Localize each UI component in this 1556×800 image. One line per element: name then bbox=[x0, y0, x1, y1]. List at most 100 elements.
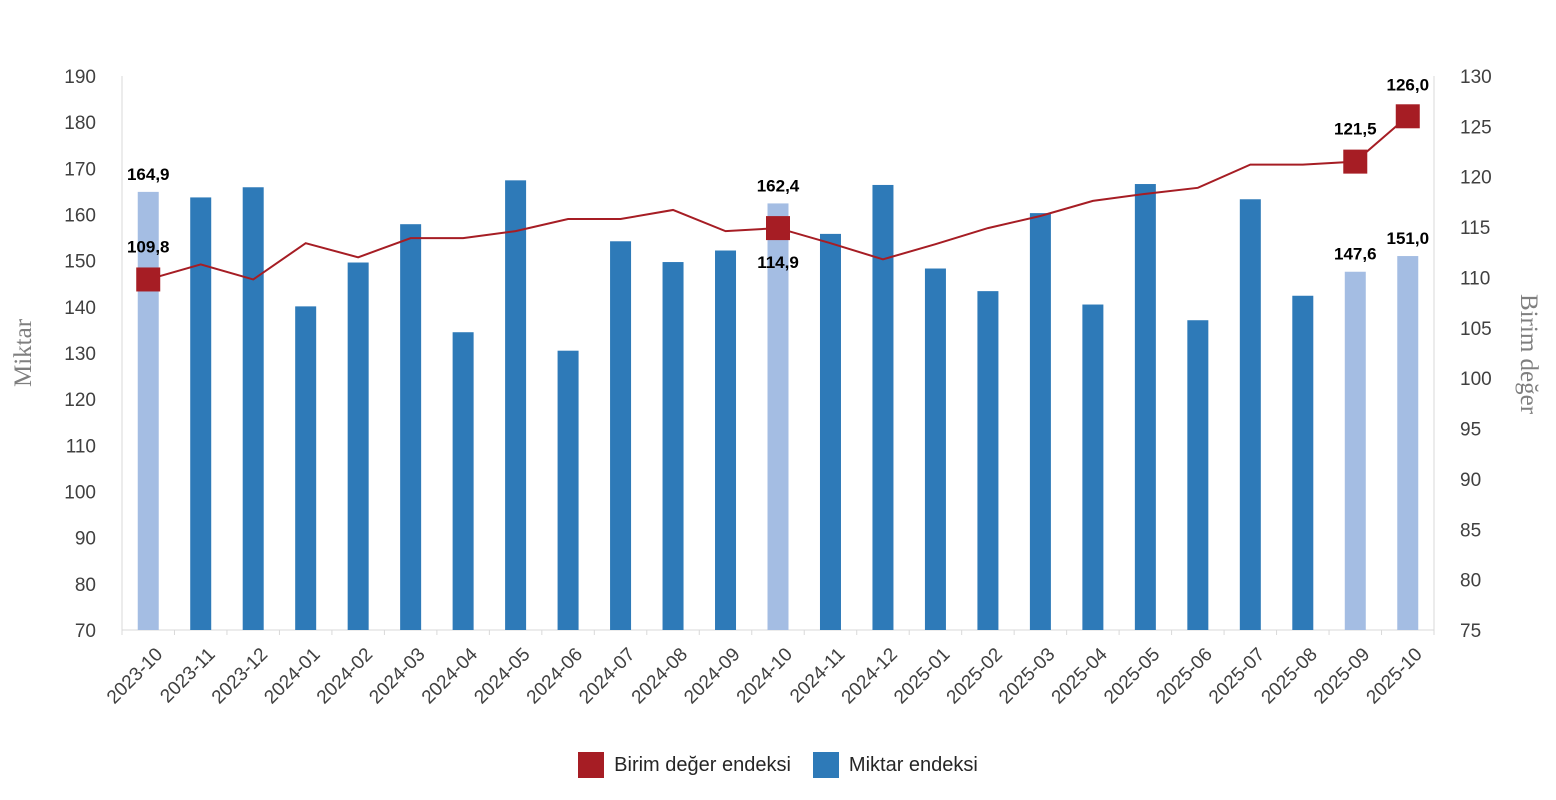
bar bbox=[977, 291, 999, 630]
bar bbox=[557, 350, 579, 630]
x-tick-label: 2024-06 bbox=[523, 644, 587, 708]
bar bbox=[924, 268, 946, 630]
bar-data-label: 162,4 bbox=[757, 176, 800, 195]
line-data-label: 126,0 bbox=[1386, 75, 1429, 94]
bar bbox=[347, 262, 369, 630]
y-tick-label-right: 120 bbox=[1460, 168, 1492, 189]
bar bbox=[1397, 256, 1419, 630]
x-tick-label: 2024-12 bbox=[838, 644, 902, 708]
bar bbox=[242, 187, 264, 631]
x-tick-label: 2024-09 bbox=[680, 644, 744, 708]
bar-data-label: 147,6 bbox=[1334, 245, 1377, 264]
legend-item-miktar: Miktar endeksi bbox=[812, 752, 978, 778]
y-axis-title-left: Miktar bbox=[10, 318, 37, 387]
bars-miktar-endeksi bbox=[137, 180, 1419, 631]
y-tick-label-right: 110 bbox=[1460, 268, 1490, 289]
x-tick-label: 2025-09 bbox=[1310, 644, 1374, 708]
x-tick-label: 2024-05 bbox=[470, 644, 534, 708]
x-tick-label: 2023-11 bbox=[156, 644, 219, 707]
x-tick-label: 2023-10 bbox=[103, 644, 167, 708]
line-birim-deger-endeksi bbox=[136, 104, 1420, 292]
bar-data-label: 164,9 bbox=[127, 165, 170, 184]
x-tick-label: 2025-06 bbox=[1153, 644, 1217, 708]
y-tick-label-right: 80 bbox=[1460, 571, 1481, 592]
x-tick-label: 2024-01 bbox=[260, 644, 324, 708]
combo-chart: 70 80 90 100 110 120 130 140 150 160 170 180 190 75 80… bbox=[10, 67, 1542, 708]
x-tick-label: 2024-02 bbox=[313, 644, 377, 708]
y-axis-title-right: Birim değer bbox=[1515, 294, 1542, 415]
legend-label-miktar: Miktar endeksi bbox=[848, 753, 978, 776]
x-tick-label: 2024-10 bbox=[733, 644, 797, 708]
legend: Birim değer endeksi Miktar endeksi bbox=[0, 752, 1556, 778]
y-tick-label-left: 180 bbox=[64, 113, 96, 134]
line-marker bbox=[136, 267, 161, 292]
line-data-label: 114,9 bbox=[757, 253, 799, 272]
bar bbox=[1029, 213, 1051, 631]
line-marker bbox=[1395, 104, 1420, 129]
bar bbox=[715, 250, 737, 630]
legend-item-birim-deger: Birim değer endeksi bbox=[578, 752, 791, 778]
y-tick-label-left: 90 bbox=[75, 529, 96, 550]
x-tick-label: 2025-04 bbox=[1048, 644, 1112, 708]
bar bbox=[767, 203, 789, 631]
line-marker bbox=[1343, 149, 1368, 174]
bar bbox=[452, 332, 474, 630]
x-tick-label: 2024-08 bbox=[628, 644, 692, 708]
bar bbox=[662, 262, 684, 630]
x-tick-label: 2025-05 bbox=[1100, 644, 1164, 708]
bar-data-label: 151,0 bbox=[1386, 229, 1429, 248]
y-tick-label-right: 125 bbox=[1460, 117, 1492, 138]
x-tick-label: 2025-03 bbox=[995, 644, 1059, 708]
bar bbox=[1292, 295, 1314, 630]
legend-swatch-birim-deger bbox=[578, 752, 605, 778]
bar bbox=[505, 180, 527, 630]
x-tick-label: 2023-12 bbox=[208, 644, 272, 708]
x-tick-label: 2025-02 bbox=[943, 644, 1007, 708]
y-tick-label-left: 140 bbox=[64, 298, 96, 319]
bar bbox=[137, 191, 159, 630]
x-tick-label: 2025-07 bbox=[1205, 644, 1269, 708]
y-tick-label-right: 115 bbox=[1460, 218, 1490, 239]
y-tick-label-right: 85 bbox=[1460, 520, 1481, 541]
bar bbox=[819, 233, 841, 630]
y-tick-label-left: 130 bbox=[64, 344, 96, 365]
bar bbox=[610, 241, 632, 630]
y-tick-label-left: 150 bbox=[64, 252, 96, 273]
legend-swatch-miktar bbox=[812, 752, 839, 778]
y-tick-label-left: 170 bbox=[64, 159, 96, 180]
x-tick-label: 2024-04 bbox=[418, 644, 482, 708]
bar bbox=[1239, 199, 1261, 630]
bar bbox=[190, 197, 212, 630]
y-tick-label-right: 90 bbox=[1460, 470, 1481, 491]
y-tick-label-right: 95 bbox=[1460, 420, 1481, 441]
y-tick-label-right: 130 bbox=[1460, 67, 1492, 88]
y-tick-label-left: 120 bbox=[64, 390, 96, 411]
y-tick-label-right: 100 bbox=[1460, 369, 1492, 390]
legend-label-birim-deger: Birim değer endeksi bbox=[614, 753, 791, 776]
line-data-label: 109,8 bbox=[127, 237, 170, 256]
y-tick-label-left: 110 bbox=[66, 436, 96, 457]
bar bbox=[295, 306, 317, 630]
bar bbox=[1082, 304, 1104, 630]
y-tick-label-left: 80 bbox=[75, 575, 96, 596]
data-labels: 164,9 162,4 147,6 151,0 109,8 114,9 121,5 126,0 bbox=[127, 75, 1429, 272]
x-tick-label: 2024-11 bbox=[786, 644, 849, 707]
x-tick-label: 2025-01 bbox=[890, 644, 954, 708]
y-tick-label-right: 105 bbox=[1460, 319, 1492, 340]
bar bbox=[400, 224, 422, 630]
line-marker bbox=[766, 216, 790, 241]
bar bbox=[1344, 271, 1366, 630]
bar bbox=[1187, 320, 1209, 630]
x-tick-label: 2025-08 bbox=[1258, 644, 1322, 708]
y-tick-label-left: 70 bbox=[75, 621, 96, 642]
y-tick-label-left: 190 bbox=[64, 67, 96, 88]
y-tick-label-right: 75 bbox=[1460, 621, 1481, 642]
x-tick-label: 2024-07 bbox=[575, 644, 639, 708]
line-data-label: 121,5 bbox=[1334, 120, 1377, 139]
y-tick-label-left: 160 bbox=[64, 206, 96, 227]
x-tick-label: 2025-10 bbox=[1363, 644, 1427, 708]
x-tick-label: 2024-03 bbox=[365, 644, 429, 708]
bar bbox=[1134, 184, 1156, 630]
y-tick-label-left: 100 bbox=[64, 483, 96, 504]
bar bbox=[872, 184, 894, 630]
